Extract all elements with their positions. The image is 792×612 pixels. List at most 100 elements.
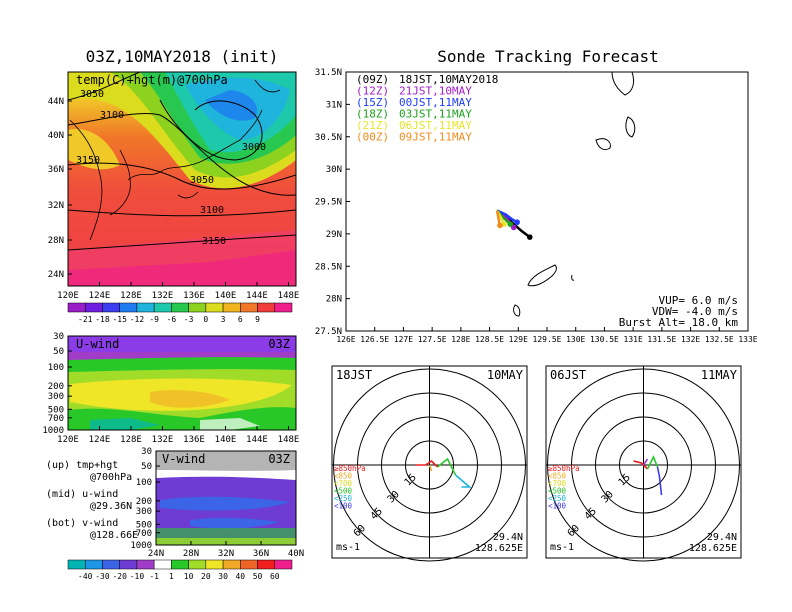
pressure-tick-label: 700 (136, 529, 152, 539)
contour-label: 3100 (200, 205, 224, 216)
lat-tick-label: 40N (48, 131, 64, 141)
lon-tick-label: 144E (246, 291, 268, 301)
colorbar-label: 3 (221, 315, 226, 324)
lon-tick-label: 126.5E (360, 335, 389, 344)
legend-label: 18JST,10MAY2018 (399, 73, 498, 86)
map700-label: temp(C)+hgt(m)@700hPa (76, 73, 228, 87)
lon-tick-label: 140E (215, 291, 237, 301)
legend-time: (00Z) (356, 131, 389, 144)
contour-label: 3000 (242, 142, 266, 153)
lon-tick-label: 132E (152, 435, 174, 445)
colorbar-label: 20 (201, 572, 211, 581)
lon-tick-label: 126E (336, 335, 355, 344)
lon-tick-label: 131.5E (647, 335, 676, 344)
colorbar-swatch (205, 559, 224, 570)
note-title: (up) tmp+hgt (46, 460, 118, 471)
colorbar-swatch (171, 559, 189, 570)
uwind-lon-ticks: 120E 124E 128E 132E 136E 140E 144E 148E (57, 426, 299, 445)
track-lat-ticks: 31.5N 31N 30.5N 30N 29.5N 29N 28.5N 28N 27.5N (315, 68, 350, 337)
colorbar-label: 9 (255, 315, 260, 324)
hodograph-850 (428, 464, 433, 472)
colorbar-label: -12 (130, 315, 145, 324)
pressure-tick-label: 50 (53, 347, 64, 357)
colorbar-label: -21 (78, 315, 93, 324)
level-legend: <100 (548, 502, 567, 511)
contour-label: 3050 (80, 89, 104, 100)
colorbar-swatch (102, 559, 120, 570)
polar-date: 10MAY (487, 368, 524, 382)
pressure-tick-label: 100 (48, 363, 64, 373)
lon-tick-label: 130E (566, 335, 585, 344)
contour-label: 3100 (100, 110, 124, 121)
uwind-time: 03Z (268, 337, 290, 351)
map700-lon-ticks: 120E 124E 128E 132E 136E 140E 144E 148E (57, 282, 299, 301)
colorbar-label: 1 (169, 572, 174, 581)
hodograph-low (415, 459, 439, 468)
lat-tick-label: 44N (48, 97, 64, 107)
note-sub: @700hPa (90, 472, 132, 483)
polar-jst: 06JST (550, 368, 586, 382)
lon-tick-label: 120E (57, 291, 79, 301)
hodograph-mid (437, 457, 457, 476)
lat-tick-label: 36N (253, 549, 269, 559)
pressure-tick-label: 500 (48, 405, 64, 415)
map700-lat-ticks: 44N 40N 36N 32N 28N 24N (48, 97, 72, 280)
colorbar-swatch (153, 559, 172, 570)
colorbar-label: 60 (270, 572, 280, 581)
hodograph-mid (646, 455, 659, 470)
lat-tick-label: 24N (148, 549, 164, 559)
colorbar-swatch (84, 559, 103, 570)
lon-tick-label: 132E (152, 291, 174, 301)
colorbar-swatch (222, 559, 241, 570)
level-legend: ≥850hPa (548, 464, 580, 473)
lon-tick-label: 124E (89, 291, 111, 301)
lon-tick-label: 120E (57, 435, 79, 445)
pressure-tick-label: 30 (141, 447, 152, 457)
polar-jst: 18JST (336, 368, 372, 382)
lat-tick-label: 40N (288, 549, 304, 559)
track-series (495, 209, 533, 240)
track-end-point (507, 221, 514, 227)
colorbar-swatch (171, 302, 189, 313)
colorbar-label: 6 (238, 315, 243, 324)
lon-tick-label: 148E (278, 435, 300, 445)
wind-colorbar: -40 -30 -20 -10 -1 1 10 20 30 40 50 60 (67, 559, 293, 581)
lon-tick-label: 132E (681, 335, 700, 344)
lon-tick-label: 131E (624, 335, 643, 344)
legend-time: (09Z) (356, 73, 389, 86)
lon-tick-label: 128E (120, 435, 142, 445)
pressure-tick-label: 200 (136, 497, 152, 507)
pressure-tick-label: 100 (136, 478, 152, 488)
lat-tick-label: 29N (326, 230, 342, 240)
temp-colorbar: -21 -18 -15 -12 -9 -6 -3 0 3 6 9 (67, 302, 293, 324)
colorbar-label: -1 (149, 572, 159, 581)
colorbar-swatch (222, 302, 241, 313)
lon-tick-label: 130.5E (590, 335, 619, 344)
lon-tick-label: 129E (509, 335, 528, 344)
polar-lat: 29.4N (707, 532, 737, 543)
note-sub: @29.36N (90, 501, 132, 512)
colorbar-swatch (257, 302, 276, 313)
pressure-tick-label: 300 (136, 507, 152, 517)
lat-tick-label: 28N (48, 236, 64, 246)
colorbar-label: 0 (203, 315, 208, 324)
lat-tick-label: 28N (326, 295, 342, 305)
lon-tick-label: 127.5E (418, 335, 447, 344)
level-legend: <250 (334, 494, 353, 503)
pressure-tick-label: 300 (48, 392, 64, 402)
polar-unit: ms-1 (550, 542, 574, 553)
level-legend: <500 (548, 487, 567, 496)
level-legend: <850 (334, 472, 353, 481)
colorbar-swatch (67, 302, 86, 313)
polar-lon: 128.625E (689, 543, 737, 554)
lon-tick-label: 136E (183, 435, 205, 445)
uwind-label: U-wind (76, 337, 119, 351)
pressure-tick-label: 500 (136, 520, 152, 530)
track-end-point (497, 222, 503, 229)
track-legend: (09Z) 18JST,10MAY2018 (12Z) 21JST,10MAY (15Z… (356, 73, 498, 144)
level-legend: <700 (548, 479, 567, 488)
track-lon-ticks: 126E 126.5E 127E 127.5E 128E 128.5E 129E 129.5E… (336, 327, 758, 344)
